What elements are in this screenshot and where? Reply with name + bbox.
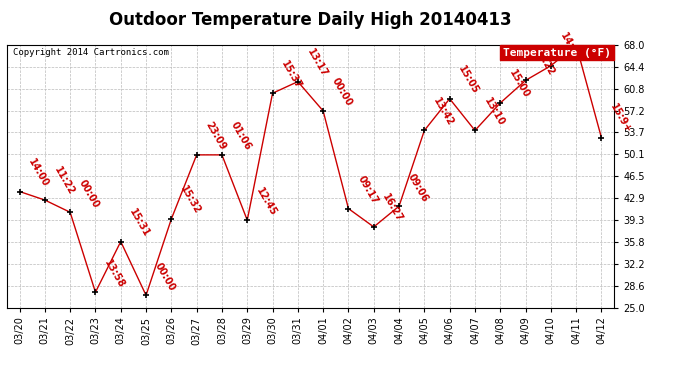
Text: 09:06: 09:06 — [406, 171, 430, 203]
Text: 23:09: 23:09 — [204, 120, 228, 152]
Text: 15:32: 15:32 — [178, 184, 202, 216]
Text: 13:42: 13:42 — [431, 96, 455, 128]
Text: 12:45: 12:45 — [254, 186, 278, 218]
Text: Copyright 2014 Cartronics.com: Copyright 2014 Cartronics.com — [13, 48, 169, 57]
Text: 15:05: 15:05 — [457, 64, 481, 96]
Text: 01:06: 01:06 — [229, 120, 253, 152]
Text: 15:37: 15:37 — [279, 58, 304, 90]
Text: 09:17: 09:17 — [355, 174, 380, 206]
Text: 15:22: 15:22 — [533, 46, 557, 78]
Text: 00:00: 00:00 — [330, 76, 354, 108]
Text: 15:00: 15:00 — [507, 68, 531, 100]
Text: Outdoor Temperature Daily High 20140413: Outdoor Temperature Daily High 20140413 — [109, 11, 512, 29]
Text: 15:31: 15:31 — [128, 207, 152, 239]
Text: 15:9+: 15:9+ — [609, 102, 633, 135]
Text: 14:51: 14:51 — [558, 31, 582, 63]
Text: 00:00: 00:00 — [153, 261, 177, 292]
Text: 13:10: 13:10 — [482, 96, 506, 128]
Text: 11:22: 11:22 — [52, 165, 76, 197]
Text: 14:00: 14:00 — [26, 157, 50, 189]
Text: Temperature (°F): Temperature (°F) — [503, 48, 611, 58]
Text: 13:17: 13:17 — [305, 47, 329, 79]
Text: 13:58: 13:58 — [102, 258, 127, 290]
Text: 16:27: 16:27 — [381, 192, 405, 224]
Text: 00:00: 00:00 — [77, 178, 101, 210]
